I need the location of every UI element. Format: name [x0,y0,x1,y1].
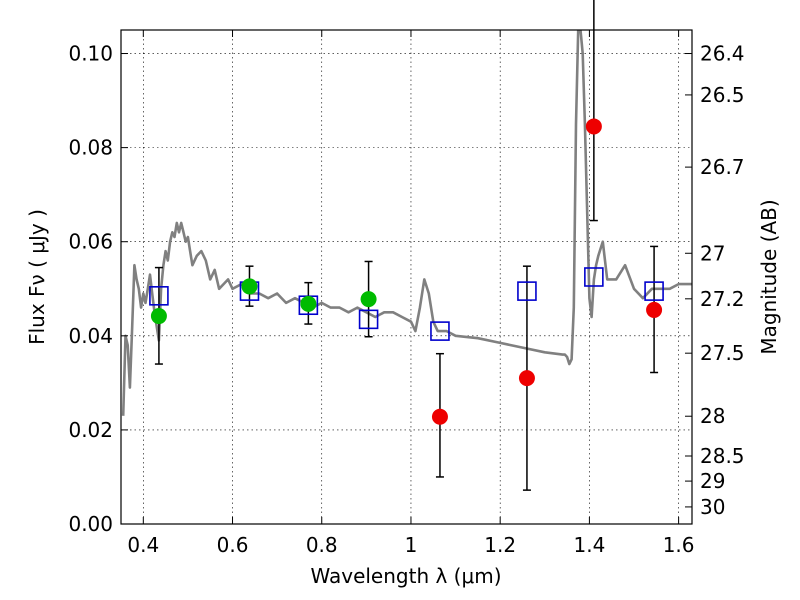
x-tick-label: 1.2 [484,533,516,557]
model-photometry-square [517,281,537,301]
y-axis-label: Flux Fν ( μJy ) [25,209,49,345]
model-photometry-square [430,321,450,341]
plot-frame [120,29,693,525]
grid [121,30,692,524]
y-tick-label: 0.04 [68,324,113,348]
detection-point [360,291,377,308]
magnitude-tick-label: 27.2 [700,287,745,311]
y-axis-ticks: 0.00 0.02 0.04 0.06 0.08 0.10 [68,42,128,536]
y-tick-label: 0.00 [68,512,113,536]
magnitude-tick-label: 28.5 [700,444,745,468]
model-photometry-square [358,309,379,330]
observed-photometry-points [150,118,663,425]
spectrum-line [121,30,692,416]
magnitude-tick-label: 29 [700,469,725,493]
magnitude-tick-label: 28 [700,404,725,428]
detection-point [150,308,167,325]
x-tick-label: 0.4 [127,533,159,557]
x-axis-ticks: 0.4 0.6 0.8 1 1.2 1.4 1.6 [127,30,695,557]
model-photometry-square [584,267,604,287]
x-tick-label: 0.8 [306,533,338,557]
x-tick-label: 0.6 [217,533,249,557]
magnitude-tick-label: 27.5 [700,341,745,365]
nondetection-point [518,370,535,387]
y-tick-label: 0.02 [68,418,113,442]
magnitude-tick-label: 26.5 [700,83,745,107]
model-photometry-square [644,281,664,301]
magnitude-tick-label: 30 [700,495,725,519]
x-axis-label: Wavelength λ (μm) [310,564,501,588]
x-tick-label: 1.6 [663,533,695,557]
detection-point [241,278,258,295]
magnitude-tick-label: 27 [700,241,725,265]
nondetection-point [585,118,602,135]
model-photometry-square [149,286,169,306]
detection-point [300,295,317,312]
y-tick-label: 0.10 [68,42,113,66]
x-tick-label: 1.4 [573,533,605,557]
y-tick-label: 0.06 [68,230,113,254]
magnitude-axis-label: Magnitude (AB) [757,199,781,354]
model-spectrum [121,30,692,416]
y-tick-label: 0.08 [68,136,113,160]
nondetection-point [431,408,448,425]
nondetection-point [646,301,663,318]
magnitude-tick-label: 26.4 [700,42,745,66]
x-tick-label: 1 [405,533,418,557]
magnitude-tick-label: 26.7 [700,155,745,179]
